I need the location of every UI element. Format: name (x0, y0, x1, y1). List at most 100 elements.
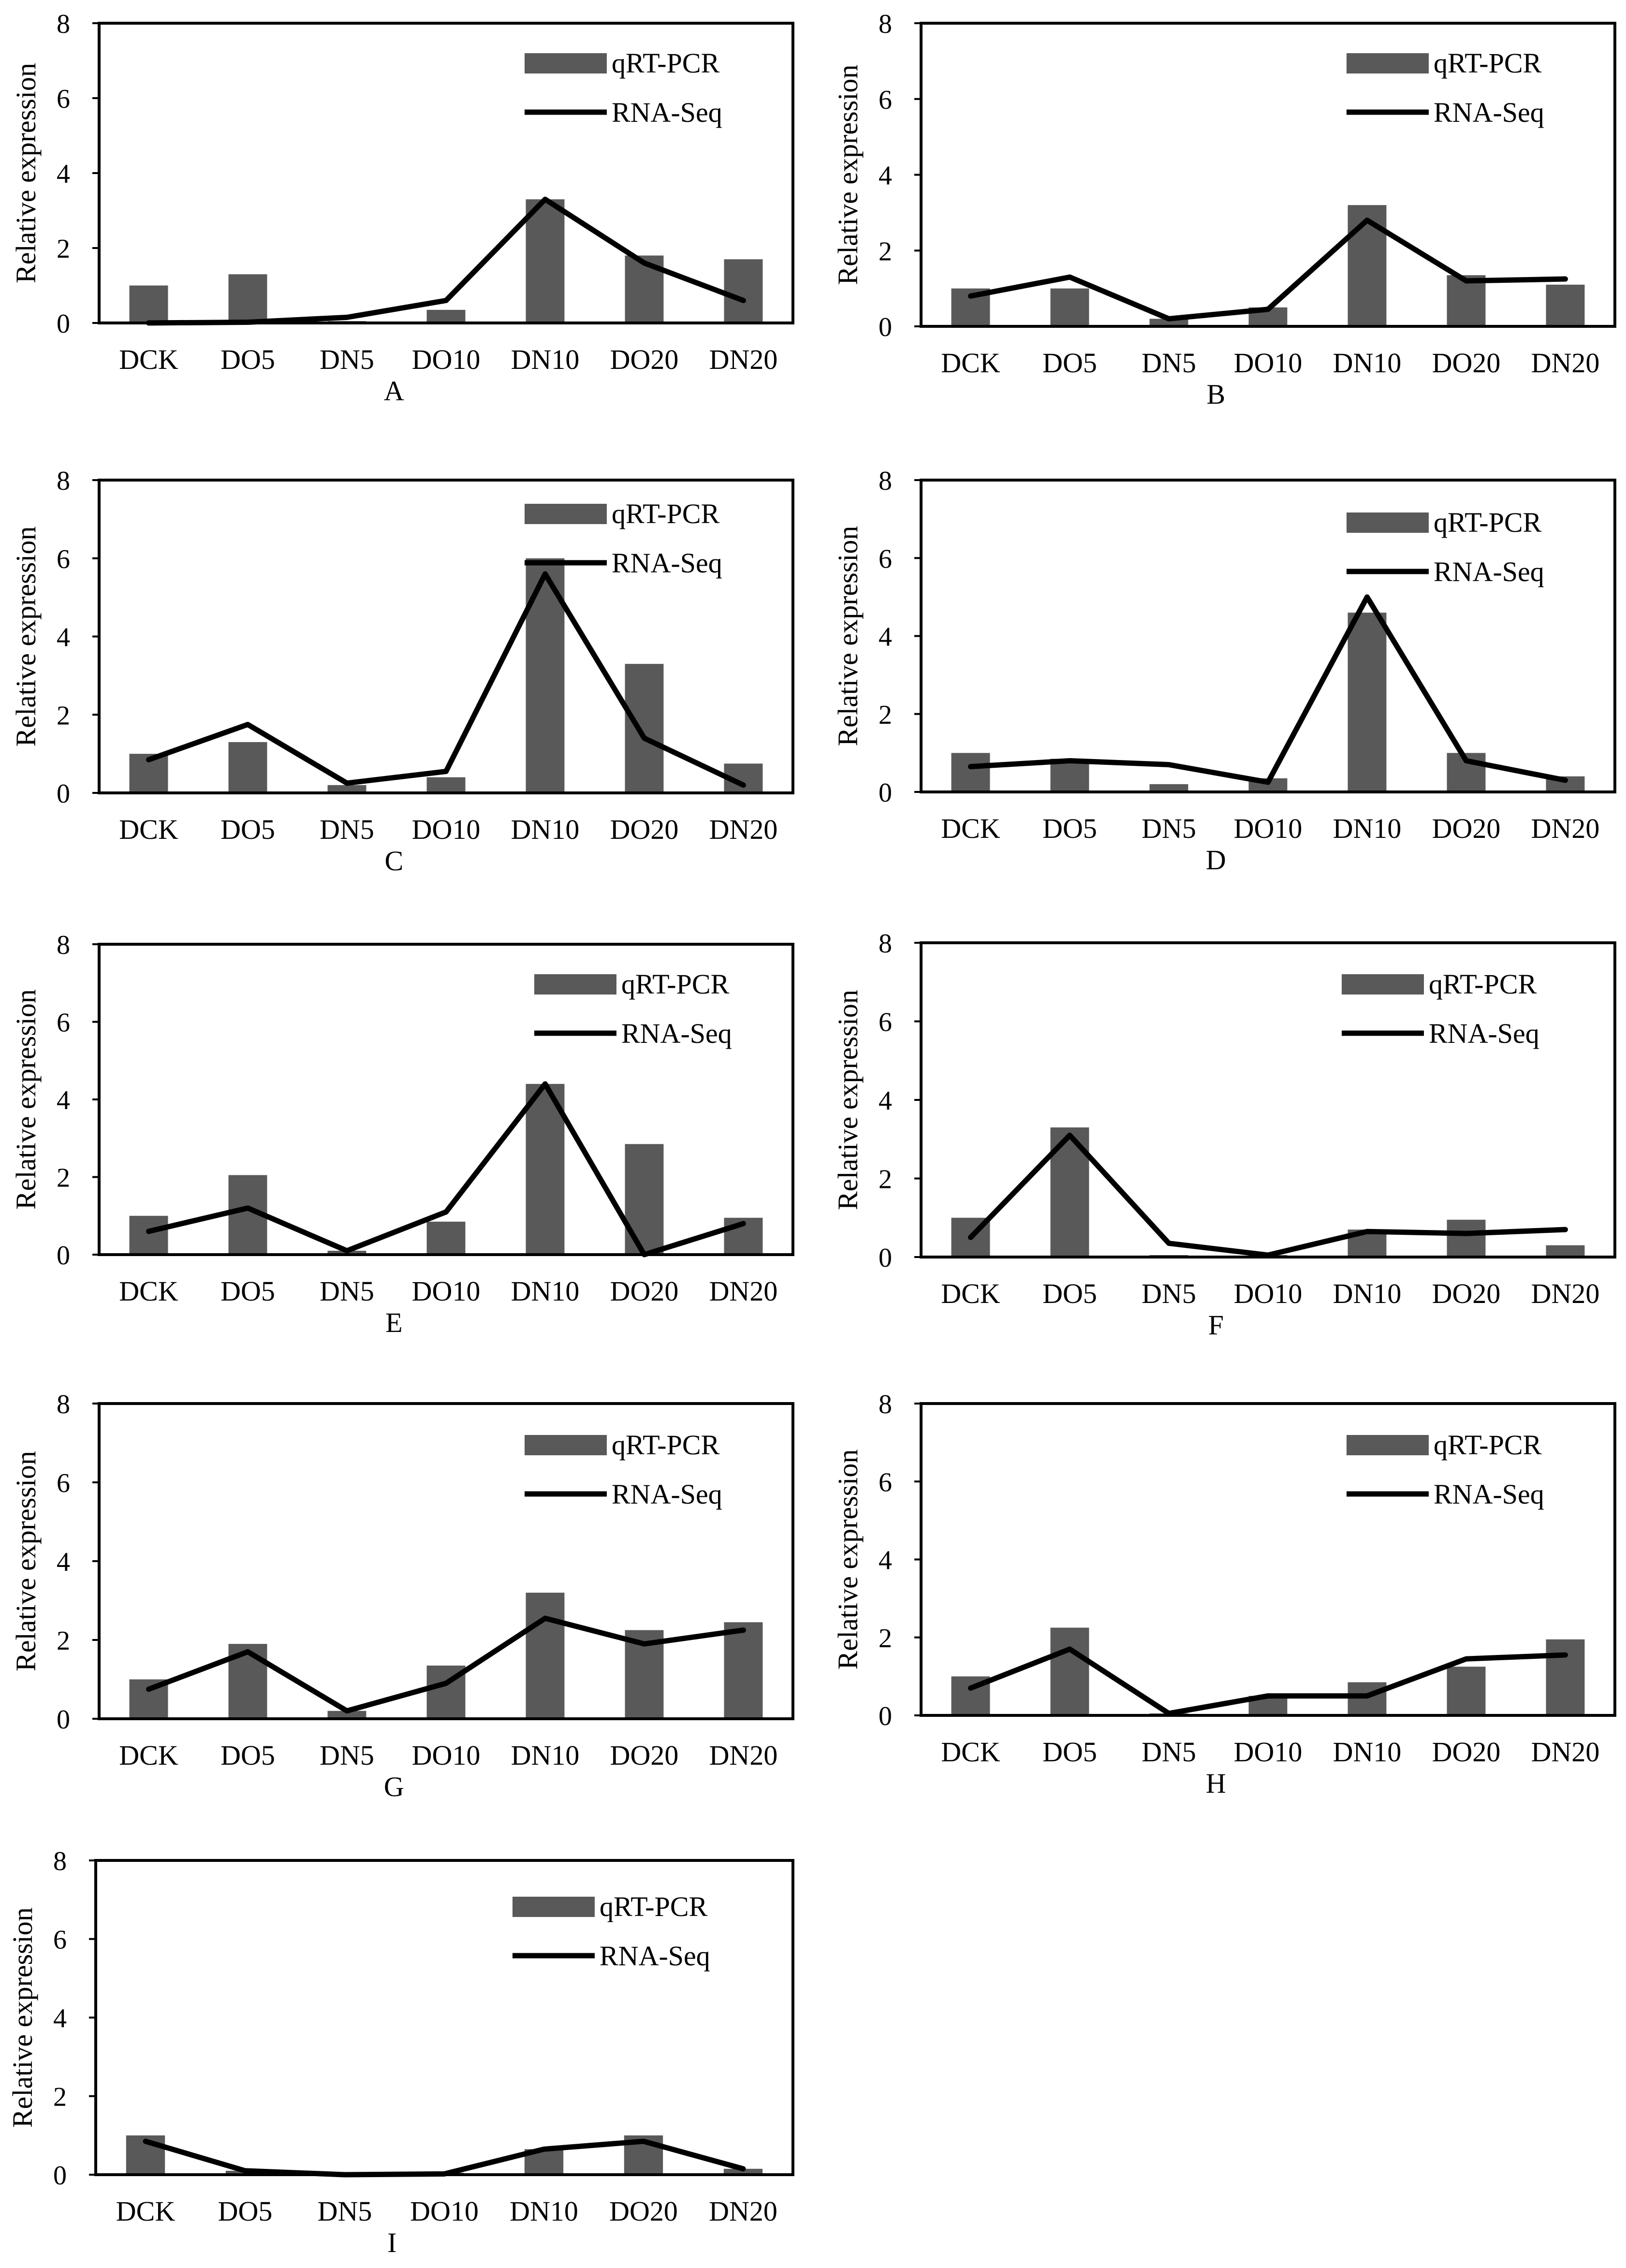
plot-frame (98, 22, 794, 324)
y-tick-label: 4 (57, 1547, 70, 1577)
panel-letter: G (384, 1771, 404, 1802)
legend-label-rna-seq: RNA-Seq (1434, 1478, 1544, 1510)
chart-panel-c: 0 2 4 6 8 DCK DO5 DN5 DO10 DN10 DO20 DN20 C Relative … (10, 466, 794, 877)
legend-label-rna-seq: RNA-Seq (612, 1478, 722, 1510)
legend-label-qrt-pcr: qRT-PCR (600, 1891, 708, 1922)
y-tick-label: 6 (879, 1467, 892, 1497)
x-tick-label: DN20 (709, 344, 778, 375)
legend-label-rna-seq: RNA-Seq (1434, 97, 1544, 128)
plot-frame (98, 479, 794, 794)
legend-swatch-qrt-pcr (1347, 1435, 1429, 1455)
legend-label-qrt-pcr: qRT-PCR (1434, 1429, 1542, 1461)
x-tick-label: DN5 (1142, 1278, 1196, 1309)
x-tick-label: DCK (941, 1278, 1000, 1309)
chart-panel-d: 0 2 4 6 8 DCK DO5 DN5 DO10 DN10 DO20 DN20 D Relative … (832, 466, 1616, 876)
y-axis-label: Relative expression (7, 1907, 38, 2128)
bar-dn20 (723, 2168, 763, 2175)
legend-label-qrt-pcr: qRT-PCR (612, 1429, 720, 1461)
x-tick-label: DO10 (1234, 1278, 1303, 1309)
bar-dn10 (526, 1083, 565, 1255)
legend-swatch-qrt-pcr (525, 1435, 607, 1455)
x-tick-label: DN20 (1531, 813, 1600, 844)
x-tick-label: DN10 (1333, 1736, 1402, 1768)
plot-frame (920, 941, 1616, 1258)
panel-letter: H (1206, 1768, 1226, 1799)
chart-panel-g: 0 2 4 6 8 DCK DO5 DN5 DO10 DN10 DO20 DN20 G Relative … (10, 1390, 794, 1802)
x-tick-label: DN5 (320, 344, 374, 375)
panel-letter: E (385, 1307, 402, 1338)
y-tick-label: 2 (879, 1165, 892, 1195)
y-tick-label: 2 (879, 1624, 892, 1653)
y-tick-label: 6 (53, 1925, 67, 1955)
y-tick-label: 6 (879, 85, 892, 115)
y-tick-label: 6 (57, 84, 70, 114)
legend-swatch-qrt-pcr (525, 53, 607, 73)
bar-dn10 (526, 199, 565, 323)
bar-do10 (426, 309, 466, 323)
x-tick-label: DO20 (1432, 1278, 1501, 1309)
x-tick-label: DN10 (1333, 347, 1402, 379)
y-tick-label: 0 (879, 312, 892, 342)
x-tick-label: DN20 (1531, 1736, 1600, 1768)
x-tick-label: DN20 (1531, 347, 1600, 379)
legend-label-qrt-pcr: qRT-PCR (1434, 47, 1542, 79)
y-tick-label: 8 (57, 930, 70, 960)
chart-panel-e: 0 2 4 6 8 DCK DO5 DN5 DO10 DN10 DO20 DN20 E Relative … (10, 930, 794, 1338)
x-tick-label: DCK (119, 1275, 178, 1307)
x-tick-label: DO20 (610, 344, 679, 375)
y-axis-label: Relative expression (832, 1449, 864, 1670)
y-tick-label: 4 (57, 1085, 70, 1115)
x-tick-label: DO20 (1432, 1736, 1501, 1768)
x-tick-label: DCK (116, 2195, 176, 2227)
y-tick-label: 6 (57, 1468, 70, 1498)
y-tick-label: 2 (53, 2082, 67, 2112)
panel-letter: F (1208, 1309, 1224, 1341)
x-tick-label: DO5 (220, 1740, 275, 1771)
y-tick-label: 6 (879, 1008, 892, 1038)
chart-panel-h: 0 2 4 6 8 DCK DO5 DN5 DO10 DN10 DO20 DN20 H Relative … (832, 1390, 1616, 1799)
bar-dn5 (1149, 784, 1188, 792)
bar-dn20 (1546, 284, 1585, 326)
x-tick-label: DN5 (318, 2195, 372, 2227)
x-tick-label: DN10 (511, 1740, 580, 1771)
y-tick-label: 0 (53, 2161, 67, 2191)
y-tick-label: 4 (57, 159, 70, 189)
x-tick-label: DO5 (220, 814, 275, 845)
legend-label-qrt-pcr: qRT-PCR (1429, 968, 1537, 1000)
y-tick-label: 0 (879, 778, 892, 808)
x-tick-label: DO10 (412, 344, 481, 375)
x-tick-label: DN5 (1142, 1736, 1196, 1768)
x-tick-label: DO5 (1042, 813, 1097, 844)
x-tick-label: DO5 (218, 2195, 273, 2227)
panel-letter: B (1207, 379, 1226, 410)
x-tick-label: DO20 (609, 2195, 678, 2227)
x-tick-label: DN10 (511, 1275, 580, 1307)
x-tick-label: DN20 (709, 1275, 778, 1307)
x-tick-label: DN10 (510, 2195, 578, 2227)
x-tick-label: DN10 (511, 814, 580, 845)
legend-swatch-qrt-pcr (1347, 53, 1429, 73)
y-tick-label: 0 (57, 1705, 70, 1735)
y-tick-label: 6 (57, 1008, 70, 1038)
y-tick-label: 2 (57, 701, 70, 731)
x-tick-label: DO20 (610, 1275, 679, 1307)
x-tick-label: DO10 (1234, 813, 1303, 844)
y-tick-label: 2 (57, 234, 70, 264)
y-tick-label: 4 (53, 2004, 67, 2034)
x-tick-label: DN5 (320, 1275, 374, 1307)
plot-frame (94, 1859, 794, 2176)
y-tick-label: 8 (57, 9, 70, 39)
y-tick-label: 2 (57, 1163, 70, 1193)
bar-do5 (228, 274, 267, 323)
chart-panel-i: 0 2 4 6 8 DCK DO5 DN5 DO10 DN10 DO20 DN20 I Relative … (7, 1846, 794, 2258)
x-tick-label: DN5 (1142, 347, 1196, 379)
plot-frame (98, 1402, 794, 1720)
y-tick-label: 2 (879, 236, 892, 266)
y-axis-label: Relative expression (10, 1451, 42, 1671)
x-tick-label: DO10 (412, 1275, 481, 1307)
panel-letter: D (1206, 844, 1226, 876)
y-tick-label: 8 (53, 1846, 67, 1876)
x-tick-label: DO5 (1042, 347, 1097, 379)
y-tick-label: 4 (879, 161, 892, 191)
x-tick-label: DO10 (1234, 347, 1303, 379)
